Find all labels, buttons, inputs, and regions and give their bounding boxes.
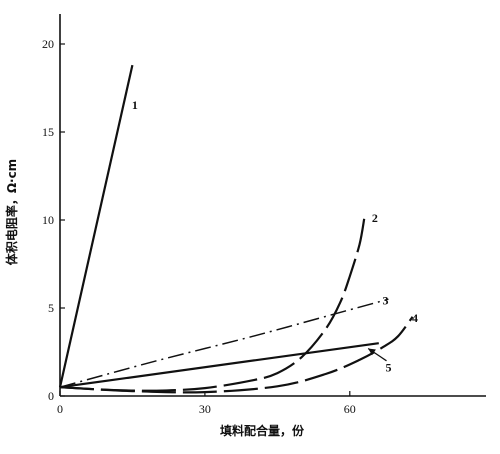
curve-label-3: 3	[383, 293, 389, 307]
axes	[59, 14, 486, 397]
y-tick-label: 0	[48, 389, 54, 403]
y-tick-label: 15	[42, 125, 54, 139]
x-tick-label: 30	[199, 402, 211, 416]
x-axis-label: 填料配合量，份	[220, 423, 305, 438]
x-tick-label: 60	[344, 402, 356, 416]
series-1-line	[58, 64, 134, 388]
curve-label-1: 1	[132, 98, 138, 112]
series-5-line	[59, 342, 379, 389]
series-3-line	[59, 298, 389, 388]
curve-label-2: 2	[372, 211, 378, 225]
curve-label-5: 5	[385, 360, 391, 374]
y-axis-label: 体积电阻率，Ω·cm	[4, 159, 19, 265]
y-tick-label: 20	[42, 37, 54, 51]
y-tick-label: 10	[42, 213, 54, 227]
ticks: 0 30 60 0 5 10 15 20	[42, 37, 356, 416]
series-2-line	[59, 218, 366, 392]
curve-5-arrow-head	[368, 348, 376, 356]
curves	[58, 64, 414, 394]
series-4-line	[59, 316, 414, 394]
x-tick-label: 0	[57, 402, 63, 416]
curve-label-4: 4	[412, 311, 418, 325]
y-tick-label: 5	[48, 301, 54, 315]
curve-labels: 1 2 3 4 5	[132, 98, 418, 374]
